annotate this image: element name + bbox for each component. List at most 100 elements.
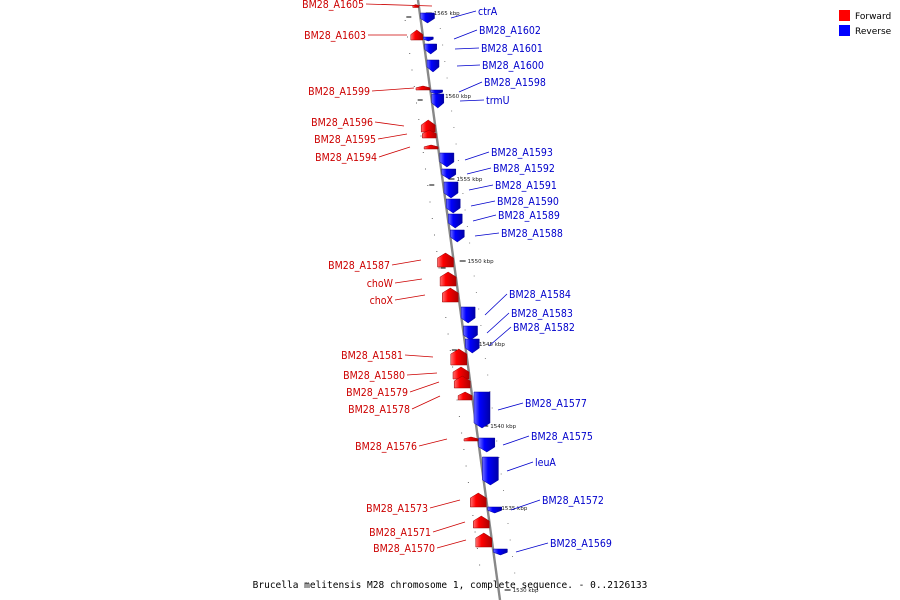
reverse-gene-3[interactable] [426, 59, 440, 73]
reverse-gene-label[interactable]: BM28_A1598 [484, 77, 546, 89]
guide-dot [471, 259, 473, 260]
forward-gene-label[interactable]: BM28_A1594 [315, 152, 377, 164]
reverse-gene-14[interactable] [465, 338, 480, 354]
guide-dot [509, 539, 511, 541]
forward-gene-label[interactable]: BM28_A1587 [328, 260, 390, 272]
reverse-gene-4[interactable] [430, 89, 443, 95]
forward-gene-label[interactable]: BM28_A1571 [369, 527, 431, 539]
guide-dot [505, 506, 507, 508]
label-leader-line [371, 87, 415, 92]
forward-gene-arrow [452, 366, 470, 380]
reverse-gene-label[interactable]: BM28_A1601 [481, 43, 543, 55]
forward-gene-label[interactable]: BM28_A1580 [343, 370, 405, 382]
reverse-gene-label[interactable]: BM28_A1600 [482, 60, 544, 72]
label-leader-line [365, 3, 433, 7]
forward-gene-11[interactable] [453, 375, 471, 389]
forward-gene-2[interactable] [415, 85, 431, 91]
forward-gene-12[interactable] [457, 391, 473, 401]
guide-dot [407, 36, 408, 38]
forward-gene-label[interactable]: BM28_A1570 [373, 543, 435, 555]
forward-gene-arrow [439, 271, 457, 287]
reverse-gene-label[interactable]: BM28_A1591 [495, 180, 557, 192]
forward-gene-arrow [422, 129, 437, 139]
forward-gene-14[interactable] [470, 492, 487, 508]
reverse-gene-9[interactable] [445, 198, 461, 214]
label-leader-line [436, 539, 467, 549]
forward-gene-10[interactable] [452, 366, 470, 380]
reverse-gene-label[interactable]: BM28_A1572 [542, 495, 604, 507]
forward-gene-label[interactable]: BM28_A1581 [341, 350, 403, 362]
reverse-gene-label[interactable]: BM28_A1593 [491, 147, 553, 159]
forward-gene-1[interactable] [410, 29, 424, 41]
reverse-gene-label[interactable]: BM28_A1588 [501, 228, 563, 240]
forward-gene-label[interactable]: BM28_A1605 [302, 0, 364, 11]
reverse-gene-label[interactable]: BM28_A1569 [550, 538, 612, 550]
forward-gene-label[interactable]: BM28_A1576 [355, 441, 417, 453]
forward-gene-label[interactable]: BM28_A1595 [314, 134, 376, 146]
reverse-gene-19[interactable] [493, 548, 508, 556]
guide-dot [420, 135, 422, 137]
reverse-gene-label[interactable]: BM28_A1577 [525, 398, 587, 410]
label-leader-line [391, 259, 422, 266]
reverse-gene-label[interactable]: BM28_A1602 [479, 25, 541, 37]
reverse-gene-18[interactable] [487, 506, 502, 514]
reverse-gene-label[interactable]: ctrA [478, 6, 498, 18]
reverse-gene-label[interactable]: BM28_A1575 [531, 431, 593, 443]
reverse-gene-label[interactable]: BM28_A1582 [513, 322, 575, 334]
reverse-gene-17[interactable] [482, 456, 499, 486]
forward-gene-4[interactable] [422, 129, 437, 139]
guide-dot [458, 416, 460, 417]
guide-dot [404, 20, 406, 21]
reverse-gene-label[interactable]: BM28_A1590 [497, 196, 559, 208]
forward-gene-label[interactable]: BM28_A1579 [346, 387, 408, 399]
forward-gene-label[interactable]: choW [367, 278, 394, 290]
forward-gene-label[interactable]: BM28_A1573 [366, 503, 428, 515]
reverse-gene-12[interactable] [460, 306, 476, 324]
reverse-gene-label[interactable]: BM28_A1583 [511, 308, 573, 320]
reverse-gene-label[interactable]: BM28_A1589 [498, 210, 560, 222]
forward-gene-8[interactable] [442, 287, 459, 303]
reverse-gene-6[interactable] [439, 152, 455, 168]
forward-gene-5[interactable] [423, 144, 439, 150]
label-leader-line [394, 278, 423, 284]
reverse-gene-13[interactable] [463, 325, 478, 341]
forward-gene-arrow [457, 391, 473, 401]
guide-dot [463, 449, 465, 450]
reverse-gene-label[interactable]: BM28_A1592 [493, 163, 555, 175]
guide-dot [438, 267, 440, 269]
reverse-gene-arrow [487, 506, 502, 514]
reverse-gene-11[interactable] [450, 229, 465, 243]
reverse-gene-10[interactable] [447, 213, 463, 229]
forward-gene-label[interactable]: BM28_A1599 [308, 86, 370, 98]
reverse-gene-8[interactable] [443, 181, 459, 199]
forward-gene-label[interactable]: choX [370, 295, 394, 307]
forward-gene-9[interactable] [450, 348, 468, 366]
reverse-gene-16[interactable] [478, 437, 496, 453]
guide-dot [476, 548, 478, 549]
tick-label: 1550 kbp [468, 259, 494, 265]
forward-gene-label[interactable]: BM28_A1603 [304, 30, 366, 42]
reverse-gene-15[interactable] [473, 391, 491, 429]
forward-gene-16[interactable] [475, 532, 493, 548]
forward-gene-3[interactable] [420, 119, 436, 133]
guide-dot [512, 556, 513, 557]
reverse-gene-label[interactable]: BM28_A1584 [509, 289, 571, 301]
reverse-gene-0[interactable] [420, 12, 435, 24]
forward-gene-7[interactable] [439, 271, 457, 287]
forward-gene-label[interactable]: BM28_A1578 [348, 404, 410, 416]
forward-gene-15[interactable] [473, 515, 490, 529]
reverse-gene-2[interactable] [424, 43, 437, 55]
reverse-gene-7[interactable] [441, 168, 457, 180]
reverse-gene-1[interactable] [423, 36, 434, 42]
forward-gene-label[interactable]: BM28_A1596 [311, 117, 373, 129]
forward-gene-13[interactable] [463, 436, 479, 442]
guide-dot [444, 61, 446, 62]
forward-gene-arrow [463, 436, 479, 442]
guide-dot [478, 308, 480, 310]
reverse-gene-label[interactable]: leuA [535, 457, 556, 469]
forward-gene-arrow [420, 119, 436, 133]
reverse-gene-label[interactable]: trmU [486, 95, 510, 107]
reverse-gene-5[interactable] [431, 93, 445, 109]
forward-gene-6[interactable] [437, 252, 454, 268]
guide-dot [466, 226, 468, 227]
